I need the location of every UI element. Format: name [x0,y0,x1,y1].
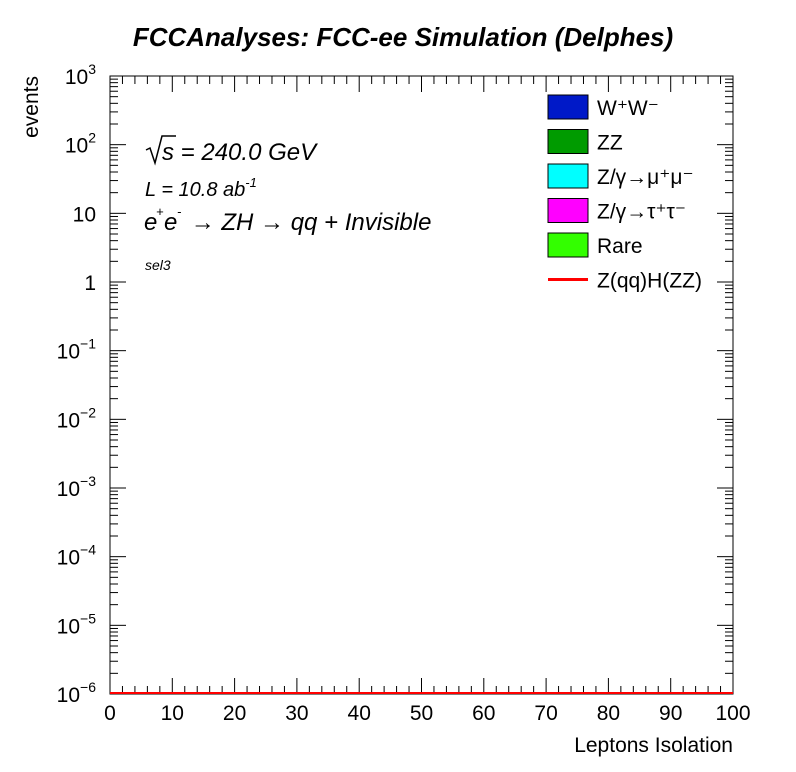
annotation-sqrt-s: s = 240.0 GeV [145,135,318,166]
y-tick-label: 10−1 [57,336,97,364]
x-tick-label: 100 [715,702,750,725]
y-tick-label: 10 [73,203,96,226]
legend-label: W⁺W⁻ [597,97,659,120]
legend-swatch [547,129,589,154]
x-tick-label: 90 [659,702,682,725]
annotation-process: e e → ZH → qq + Invisible + - [144,204,431,236]
process-text: e e → ZH → qq + Invisible [144,209,431,236]
legend-label: ZZ [597,132,623,155]
y-tick-label: 10−2 [57,404,97,432]
legend-label: Rare [597,235,643,258]
legend-label: Z/γ→τ⁺τ⁻ [597,201,686,224]
x-tick-labels: 0 10 20 30 40 50 60 70 80 90 100 [104,702,750,725]
y-axis-label: events [20,76,43,138]
annotation-luminosity: L = 10.8 ab-1 [145,175,257,201]
x-tick-label: 60 [472,702,495,725]
x-tick-label: 30 [285,702,308,725]
chart-title: FCCAnalyses: FCC-ee Simulation (Delphes) [133,22,673,52]
x-tick-label: 40 [348,702,371,725]
sqrt-s-text: s = 240.0 GeV [162,139,318,166]
y-tick-label: 10−3 [57,473,97,501]
y-tick-label: 1 [84,272,96,295]
process-eminus-sup: - [177,204,182,219]
legend-label: Z(qq)H(ZZ) [597,270,702,293]
x-tick-label: 10 [161,702,184,725]
x-tick-label: 80 [597,702,620,725]
legend-swatch [547,198,589,223]
selection-label: sel3 [145,257,171,273]
legend-swatch [547,163,589,189]
x-tick-label: 0 [104,702,116,725]
y-tick-label: 10−6 [57,679,97,707]
legend-swatch [547,94,589,120]
svg-text:L = 10.8 ab-1: L = 10.8 ab-1 [145,175,257,201]
legend: W⁺W⁻ ZZ Z/γ→μ⁺μ⁻ Z/γ→τ⁺τ⁻ Rare Z(qq)H(ZZ) [547,94,702,293]
x-axis-label: Leptons Isolation [574,734,733,757]
process-eplus-sup: + [156,204,164,219]
y-tick-label: 102 [65,130,96,158]
y-tick-label: 10−4 [57,542,97,570]
y-tick-label: 103 [65,61,96,89]
legend-swatch [547,232,589,258]
lumi-text: L = 10.8 ab [145,179,245,201]
lumi-exponent: -1 [245,175,257,190]
x-tick-label: 70 [534,702,557,725]
axis-ticks [109,76,734,695]
x-tick-label: 20 [223,702,246,725]
x-tick-label: 50 [410,702,433,725]
sqrt-symbol-icon [145,135,176,166]
y-tick-label: 10−5 [57,610,97,638]
legend-label: Z/γ→μ⁺μ⁻ [597,166,694,189]
